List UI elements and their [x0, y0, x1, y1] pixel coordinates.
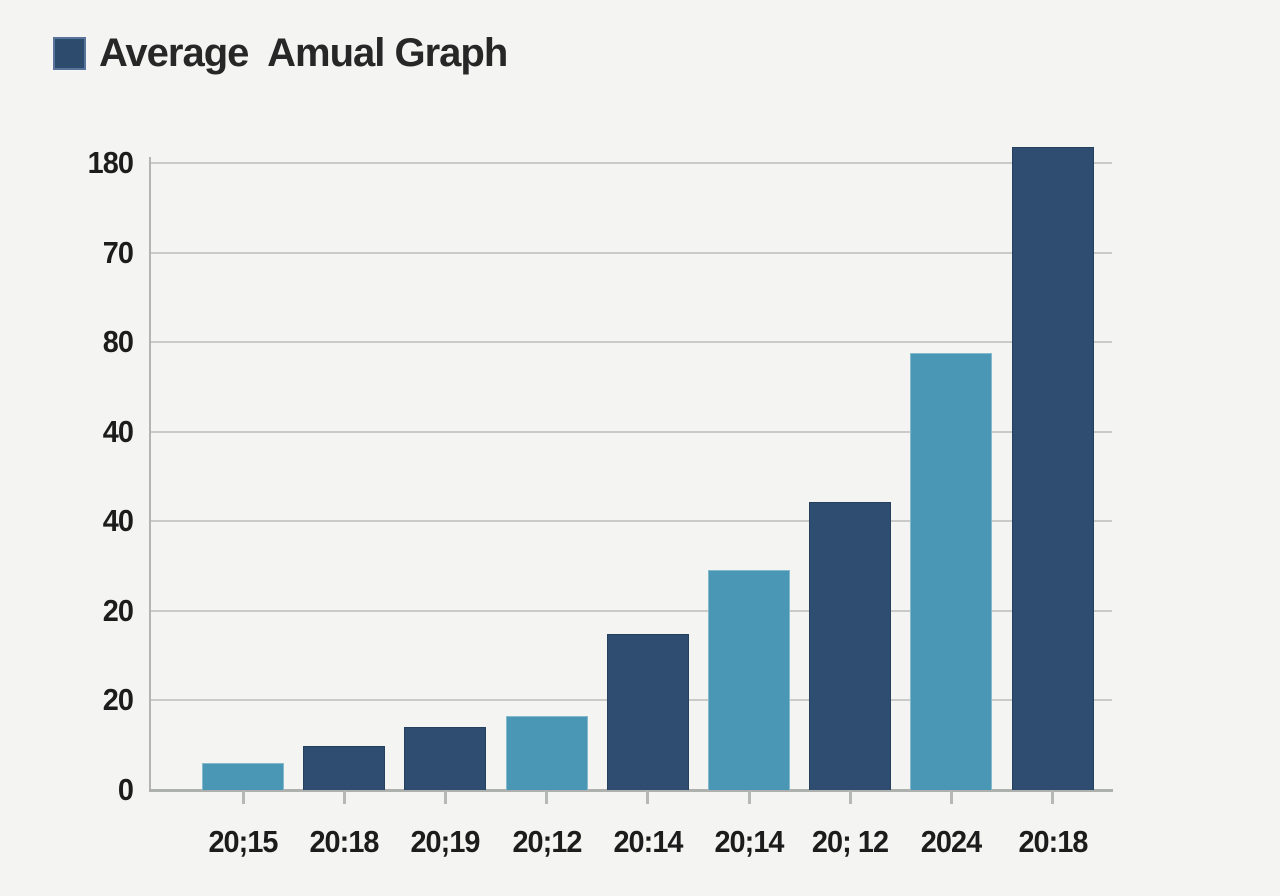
- chart-header: Average Amual Graph: [53, 31, 508, 75]
- y-gridline: [150, 341, 1112, 344]
- x-axis-tick: [747, 791, 751, 804]
- x-tick-label: 20;14: [714, 824, 784, 859]
- page-title: Average Amual Graph: [99, 31, 508, 75]
- x-axis-tick: [646, 791, 650, 804]
- x-tick-label: 20;15: [208, 824, 278, 859]
- x-tick-label: 20;19: [410, 824, 481, 859]
- bar: [202, 763, 284, 790]
- bar: [303, 746, 386, 790]
- x-tick-label: 20:18: [309, 824, 380, 859]
- y-gridline: [150, 609, 1112, 612]
- x-tick-label: 20; 12: [812, 824, 889, 859]
- y-gridline: [150, 251, 1112, 254]
- y-tick-label: 20: [102, 682, 134, 718]
- bar: [910, 352, 993, 790]
- x-axis-tick: [1051, 791, 1055, 804]
- bar: [404, 726, 487, 790]
- bar: [809, 502, 892, 790]
- y-tick-label: 180: [87, 145, 134, 180]
- y-gridline: [150, 520, 1112, 523]
- bar: [1011, 146, 1094, 790]
- x-axis-tick: [443, 791, 447, 804]
- y-gridline: [150, 162, 1112, 164]
- bar: [708, 570, 790, 790]
- y-tick-label: 80: [102, 324, 134, 360]
- y-tick-label: 40: [102, 503, 134, 539]
- x-axis-tick: [342, 791, 346, 804]
- x-axis-tick: [949, 791, 953, 804]
- y-tick-label: 70: [102, 234, 134, 270]
- legend-swatch-icon: [53, 36, 86, 70]
- y-axis-line: [149, 157, 151, 791]
- x-axis-tick: [848, 791, 852, 804]
- x-axis-tick: [241, 791, 245, 804]
- y-gridline: [150, 430, 1112, 433]
- y-tick-label: 0: [117, 772, 134, 807]
- x-tick-label: 20:14: [613, 824, 683, 859]
- y-tick-label: 40: [102, 413, 134, 449]
- x-axis-line: [149, 789, 1113, 792]
- bar: [606, 634, 689, 790]
- y-tick-label: 20: [102, 592, 134, 628]
- x-tick-label: 20:18: [1018, 824, 1088, 859]
- x-axis-tick: [545, 791, 549, 804]
- x-tick-label: 20;12: [512, 824, 582, 859]
- x-tick-label: 2024: [921, 824, 982, 859]
- bar: [505, 716, 588, 790]
